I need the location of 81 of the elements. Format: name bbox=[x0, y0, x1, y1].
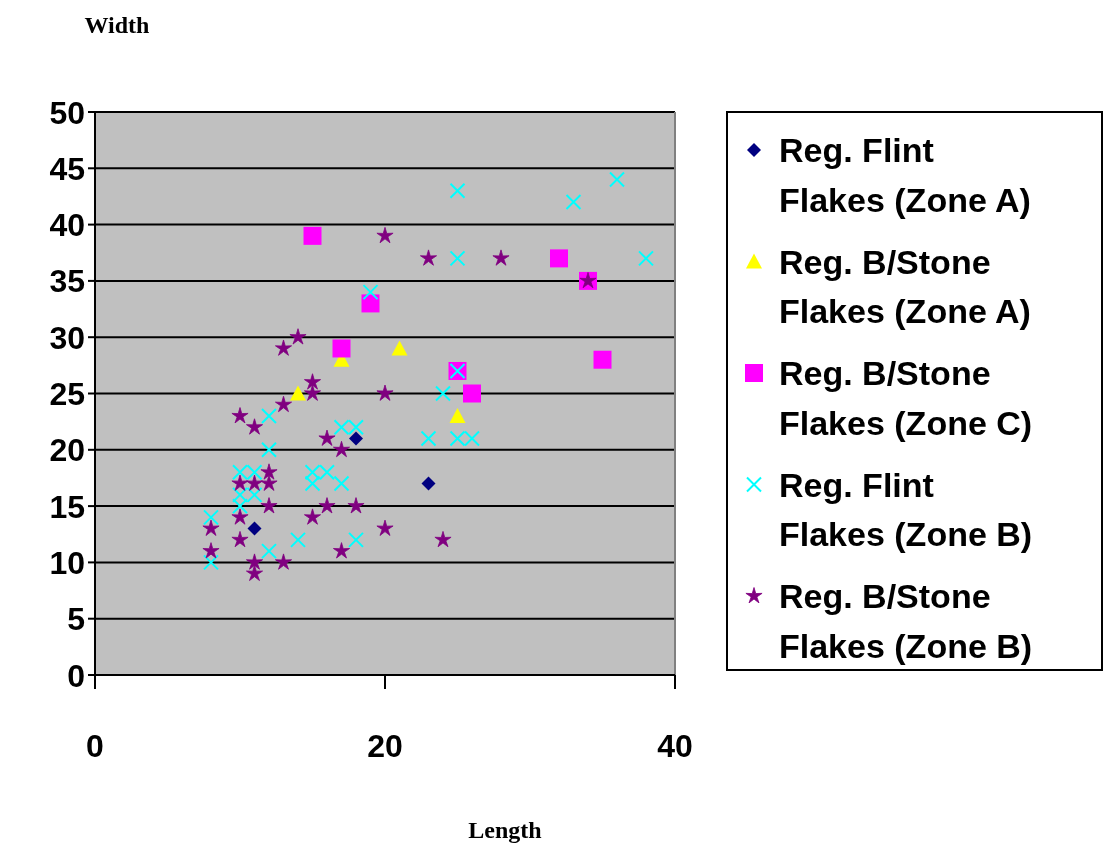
legend-label: Reg. B/Stone Flakes (Zone B) bbox=[779, 577, 1033, 665]
y-tick-label: 30 bbox=[49, 319, 85, 356]
point bbox=[289, 328, 307, 345]
point bbox=[290, 531, 306, 548]
point bbox=[348, 531, 364, 548]
point bbox=[275, 553, 292, 570]
point bbox=[231, 508, 249, 525]
y-tick-label: 45 bbox=[49, 150, 85, 187]
point bbox=[246, 553, 263, 570]
point bbox=[420, 430, 437, 447]
y-tick-label: 10 bbox=[49, 544, 85, 581]
point bbox=[231, 474, 249, 491]
point bbox=[463, 384, 481, 403]
y-tick-label: 50 bbox=[49, 94, 85, 131]
point bbox=[361, 294, 380, 313]
point bbox=[347, 497, 365, 514]
point bbox=[290, 385, 306, 401]
x-axis-title: Length bbox=[468, 817, 542, 843]
y-tick-label: 5 bbox=[67, 601, 85, 638]
legend-label: Reg. Flint Flakes (Zone A) bbox=[779, 131, 1031, 219]
point bbox=[247, 521, 262, 536]
y-tick-label: 25 bbox=[49, 376, 85, 413]
point bbox=[332, 339, 351, 358]
point bbox=[304, 475, 321, 492]
y-tick-label: 15 bbox=[49, 488, 85, 525]
point bbox=[202, 519, 220, 536]
point bbox=[246, 474, 263, 491]
point bbox=[376, 226, 394, 244]
point bbox=[376, 384, 394, 401]
point bbox=[203, 509, 219, 526]
point bbox=[261, 408, 277, 425]
point bbox=[362, 284, 379, 301]
point bbox=[260, 474, 278, 491]
y-tick-label: 20 bbox=[49, 432, 85, 469]
point bbox=[304, 373, 321, 390]
legend-label: Reg. B/Stone Flakes (Zone A) bbox=[779, 242, 1031, 331]
point bbox=[391, 340, 408, 356]
point bbox=[260, 497, 278, 514]
point bbox=[231, 530, 249, 548]
point bbox=[333, 542, 350, 559]
point bbox=[593, 350, 612, 369]
point bbox=[232, 498, 248, 515]
point bbox=[202, 542, 220, 559]
point bbox=[275, 339, 292, 356]
x-tick-label: 40 bbox=[657, 728, 693, 764]
point bbox=[435, 385, 451, 402]
y-tick-label: 0 bbox=[67, 657, 85, 694]
point bbox=[492, 249, 510, 266]
point bbox=[609, 171, 625, 188]
point bbox=[376, 519, 394, 536]
point bbox=[304, 384, 321, 401]
point bbox=[203, 554, 219, 571]
point bbox=[434, 530, 452, 548]
point bbox=[261, 441, 277, 458]
y-tick-label: 40 bbox=[49, 207, 85, 244]
point bbox=[449, 250, 466, 267]
point bbox=[318, 497, 336, 514]
point bbox=[421, 476, 436, 491]
point bbox=[550, 249, 568, 268]
point bbox=[246, 418, 263, 435]
point bbox=[638, 250, 654, 267]
point bbox=[231, 407, 249, 424]
point bbox=[261, 543, 277, 560]
point bbox=[333, 475, 350, 492]
point bbox=[565, 194, 582, 211]
y-tick-label: 35 bbox=[49, 263, 85, 300]
point bbox=[449, 182, 466, 199]
point bbox=[449, 408, 466, 424]
point bbox=[275, 395, 292, 413]
point bbox=[318, 429, 336, 446]
point bbox=[349, 431, 363, 446]
legend-label: Reg. Flint Flakes (Zone B) bbox=[779, 465, 1033, 554]
y-axis-title: Width bbox=[84, 12, 150, 38]
legend-label: Reg. B/Stone Flakes (Zone C) bbox=[779, 354, 1033, 442]
point bbox=[304, 508, 321, 525]
x-tick-label: 20 bbox=[367, 728, 403, 764]
point bbox=[246, 564, 263, 581]
point bbox=[260, 463, 278, 480]
point bbox=[303, 226, 322, 245]
point bbox=[420, 249, 437, 266]
point bbox=[333, 440, 350, 458]
